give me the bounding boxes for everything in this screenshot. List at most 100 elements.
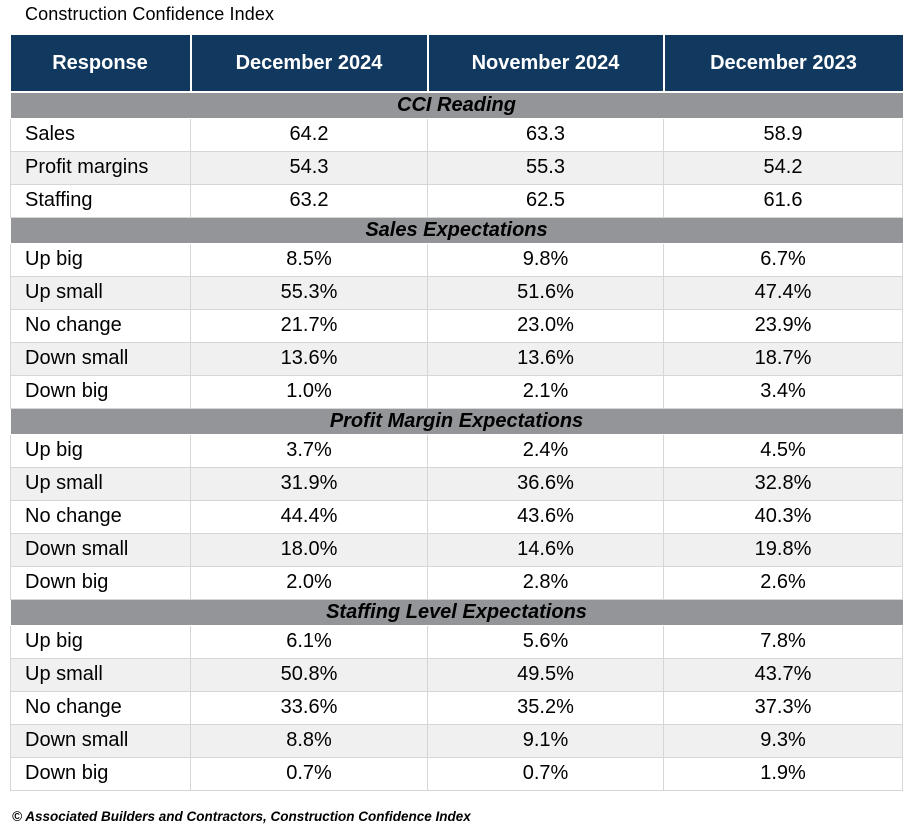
table-row: No change 44.4% 43.6% 40.3% bbox=[10, 500, 903, 534]
cell-value: 4.5% bbox=[663, 434, 903, 468]
column-header-response: Response bbox=[10, 35, 192, 93]
cell-value: 43.6% bbox=[427, 500, 664, 534]
cell-value: 21.7% bbox=[190, 309, 428, 343]
section-heading: Sales Expectations bbox=[10, 217, 903, 244]
table-row: Down big 2.0% 2.8% 2.6% bbox=[10, 566, 903, 600]
cell-value: 0.7% bbox=[427, 757, 664, 791]
cell-value: 18.0% bbox=[190, 533, 428, 567]
cell-value: 43.7% bbox=[663, 658, 903, 692]
table-row: Down small 8.8% 9.1% 9.3% bbox=[10, 724, 903, 758]
cell-value: 54.3 bbox=[190, 151, 428, 185]
cell-value: 51.6% bbox=[427, 276, 664, 310]
row-label: Up big bbox=[10, 434, 191, 468]
cell-value: 8.8% bbox=[190, 724, 428, 758]
cell-value: 2.8% bbox=[427, 566, 664, 600]
table-row: Up big 6.1% 5.6% 7.8% bbox=[10, 625, 903, 659]
table-row: No change 33.6% 35.2% 37.3% bbox=[10, 691, 903, 725]
cell-value: 6.7% bbox=[663, 243, 903, 277]
cell-value: 63.2 bbox=[190, 184, 428, 218]
table-row: Down small 13.6% 13.6% 18.7% bbox=[10, 342, 903, 376]
row-label: Up big bbox=[10, 625, 191, 659]
table-row: Up small 55.3% 51.6% 47.4% bbox=[10, 276, 903, 310]
cell-value: 50.8% bbox=[190, 658, 428, 692]
cell-value: 2.4% bbox=[427, 434, 664, 468]
cell-value: 62.5 bbox=[427, 184, 664, 218]
row-label: Up small bbox=[10, 467, 191, 501]
cell-value: 3.4% bbox=[663, 375, 903, 409]
cell-value: 64.2 bbox=[190, 118, 428, 152]
table-row: Down big 0.7% 0.7% 1.9% bbox=[10, 757, 903, 791]
cell-value: 1.0% bbox=[190, 375, 428, 409]
cell-value: 63.3 bbox=[427, 118, 664, 152]
cell-value: 58.9 bbox=[663, 118, 903, 152]
cell-value: 2.0% bbox=[190, 566, 428, 600]
row-label: Up small bbox=[10, 276, 191, 310]
cell-value: 32.8% bbox=[663, 467, 903, 501]
column-header-december-2023: December 2023 bbox=[663, 35, 903, 93]
page-title: Construction Confidence Index bbox=[25, 4, 275, 24]
cell-value: 55.3% bbox=[190, 276, 428, 310]
row-label: Sales bbox=[10, 118, 191, 152]
row-label: Up small bbox=[10, 658, 191, 692]
header-row: Response December 2024 November 2024 Dec… bbox=[10, 35, 903, 93]
table-row: Up small 31.9% 36.6% 32.8% bbox=[10, 467, 903, 501]
table-body: CCI Reading Sales 64.2 63.3 58.9 Profit margi… bbox=[10, 92, 903, 791]
section-heading: Profit Margin Expectations bbox=[10, 408, 903, 435]
row-label: Down big bbox=[10, 566, 191, 600]
row-label: Down small bbox=[10, 724, 191, 758]
table-row: Up big 8.5% 9.8% 6.7% bbox=[10, 243, 903, 277]
table-row: Down big 1.0% 2.1% 3.4% bbox=[10, 375, 903, 409]
cell-value: 9.3% bbox=[663, 724, 903, 758]
column-header-november-2024: November 2024 bbox=[427, 35, 665, 93]
row-label: No change bbox=[10, 309, 191, 343]
cell-value: 2.1% bbox=[427, 375, 664, 409]
cell-value: 13.6% bbox=[190, 342, 428, 376]
row-label: Profit margins bbox=[10, 151, 191, 185]
cell-value: 5.6% bbox=[427, 625, 664, 659]
row-label: Down big bbox=[10, 375, 191, 409]
section-heading: Staffing Level Expectations bbox=[10, 599, 903, 626]
cell-value: 23.0% bbox=[427, 309, 664, 343]
cell-value: 35.2% bbox=[427, 691, 664, 725]
row-label: Staffing bbox=[10, 184, 191, 218]
cell-value: 9.1% bbox=[427, 724, 664, 758]
cell-value: 40.3% bbox=[663, 500, 903, 534]
cell-value: 3.7% bbox=[190, 434, 428, 468]
cell-value: 49.5% bbox=[427, 658, 664, 692]
cell-value: 61.6 bbox=[663, 184, 903, 218]
table-row: Down small 18.0% 14.6% 19.8% bbox=[10, 533, 903, 567]
cell-value: 54.2 bbox=[663, 151, 903, 185]
section-heading: CCI Reading bbox=[10, 92, 903, 119]
cell-value: 55.3 bbox=[427, 151, 664, 185]
table-row: Profit margins 54.3 55.3 54.2 bbox=[10, 151, 903, 185]
row-label: Down big bbox=[10, 757, 191, 791]
cell-value: 6.1% bbox=[190, 625, 428, 659]
cell-value: 31.9% bbox=[190, 467, 428, 501]
cell-value: 8.5% bbox=[190, 243, 428, 277]
cell-value: 0.7% bbox=[190, 757, 428, 791]
cell-value: 14.6% bbox=[427, 533, 664, 567]
cell-value: 23.9% bbox=[663, 309, 903, 343]
row-label: Down small bbox=[10, 342, 191, 376]
cell-value: 33.6% bbox=[190, 691, 428, 725]
table-row: Up big 3.7% 2.4% 4.5% bbox=[10, 434, 903, 468]
cell-value: 47.4% bbox=[663, 276, 903, 310]
table-header: Response December 2024 November 2024 Dec… bbox=[10, 35, 903, 93]
column-header-december-2024: December 2024 bbox=[190, 35, 429, 93]
cell-value: 44.4% bbox=[190, 500, 428, 534]
row-label: No change bbox=[10, 500, 191, 534]
table-row: No change 21.7% 23.0% 23.9% bbox=[10, 309, 903, 343]
cell-value: 9.8% bbox=[427, 243, 664, 277]
section-header-row: CCI Reading bbox=[10, 92, 903, 119]
cell-value: 36.6% bbox=[427, 467, 664, 501]
section-header-row: Sales Expectations bbox=[10, 217, 903, 244]
cell-value: 18.7% bbox=[663, 342, 903, 376]
cell-value: 7.8% bbox=[663, 625, 903, 659]
cell-value: 37.3% bbox=[663, 691, 903, 725]
section-header-row: Staffing Level Expectations bbox=[10, 599, 903, 626]
table-row: Sales 64.2 63.3 58.9 bbox=[10, 118, 903, 152]
row-label: No change bbox=[10, 691, 191, 725]
row-label: Up big bbox=[10, 243, 191, 277]
table-row: Up small 50.8% 49.5% 43.7% bbox=[10, 658, 903, 692]
